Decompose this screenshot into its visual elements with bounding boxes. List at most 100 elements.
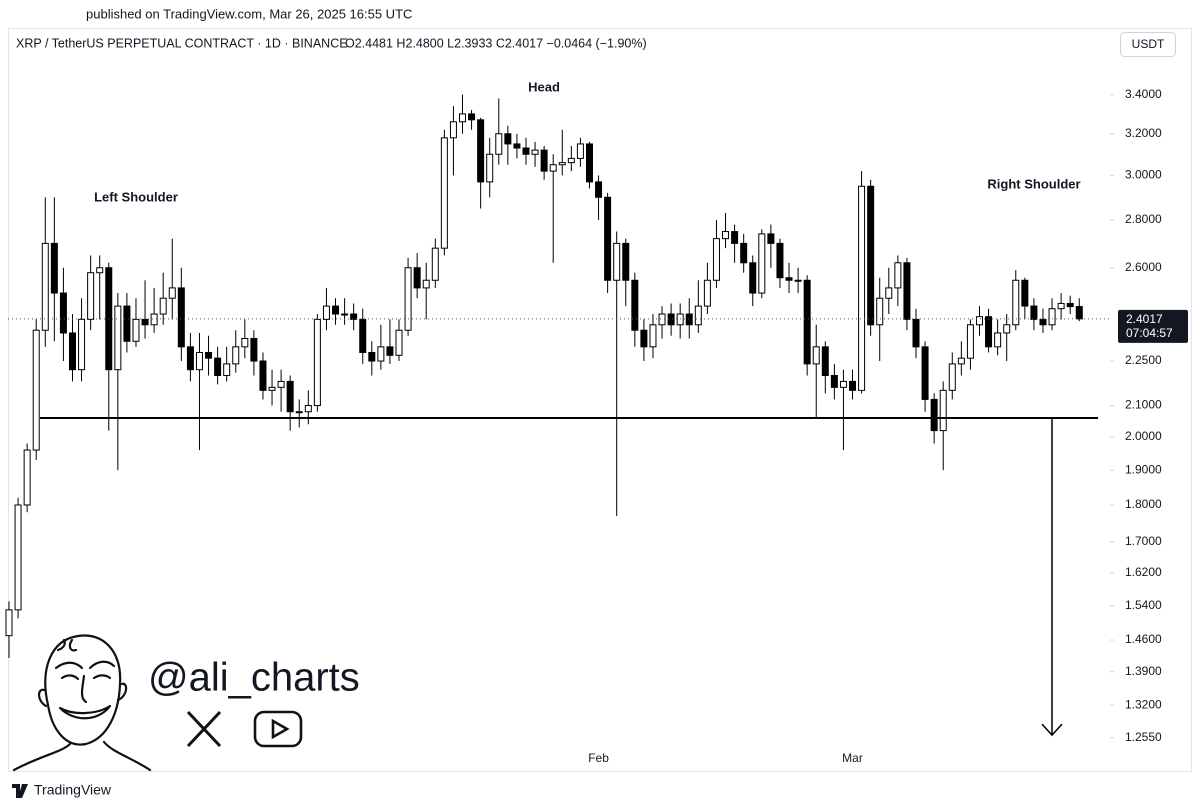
candle-body [277,380,285,388]
pattern-annotation: Left Shoulder [94,189,178,204]
candle-body [667,313,675,326]
x-tick-label: Feb [588,751,609,765]
candle-body [232,346,240,365]
candle-body [477,119,485,183]
candle-body [23,449,31,506]
candle-body [422,279,430,289]
candle-body [948,363,956,391]
candle-body [957,357,965,365]
x-icon[interactable] [186,710,222,748]
candle-body [939,389,947,432]
y-tick-label: 1.6200 [1125,565,1162,579]
chart-pane [8,28,1192,772]
candle-body [250,337,258,362]
candle-body [304,405,312,413]
candle-body [585,143,593,183]
candle-body [59,292,67,334]
candle-body [930,398,938,432]
candle-body [459,113,466,123]
candle-body [830,375,838,388]
candle-body [985,316,993,348]
candle-body [50,242,58,294]
y-tick-label: 2.8000 [1125,212,1162,226]
y-tick-label: 1.3900 [1125,664,1162,678]
candle-body [613,242,621,281]
candle-body [14,504,22,611]
candle-body [858,185,866,391]
candle-body [141,318,149,326]
candle-body [295,411,303,414]
candle-body [885,287,893,299]
candle-body [975,316,983,326]
avatar [12,634,152,772]
candle-body [812,346,820,365]
y-tick-label: 2.1000 [1125,398,1162,412]
y-tick-label: 3.4000 [1125,87,1162,101]
candle-body [912,318,920,348]
candle-body [214,357,222,377]
candle-body [205,351,213,359]
ohlc-legend: O2.4481 H2.4800 L2.3933 C2.4017 −0.0464 … [345,36,647,50]
currency-box[interactable] [1120,32,1176,57]
candle-body [731,231,739,244]
candle-body [876,297,884,326]
candle-body [468,113,476,121]
footer-text: TradingView [34,782,112,798]
candle-body [5,609,13,637]
candle-body [595,181,603,198]
candle-body [223,363,231,377]
candle-body [966,324,974,359]
candle-body [486,153,494,183]
candle-body [341,313,349,316]
candle-body [168,287,176,299]
pattern-annotation: Head [528,79,560,94]
last-price-box [1118,309,1188,343]
candle-body [495,133,503,155]
footer: TradingView [12,782,112,798]
candle-body [159,297,167,315]
candle-body [78,318,86,371]
video-icon[interactable] [253,710,303,748]
watermark: @ali_charts [148,656,360,700]
candle-body [350,313,358,320]
candle-body [776,242,784,279]
candle-body [821,346,829,377]
candle-body [921,346,929,400]
candle-body [41,242,49,331]
candle-body [767,233,775,244]
y-tick-label: 1.9000 [1125,462,1162,476]
candle-body [576,143,584,159]
x-tick-label: Mar [842,751,863,765]
currency[interactable]: USDT [1132,37,1165,51]
candle-body [431,247,439,281]
candle-body [332,305,340,315]
candle-body [640,329,648,348]
candle-body [749,262,757,294]
candle-body [558,162,566,166]
candle-body [1048,308,1056,326]
candle-body [195,351,203,371]
candle-body [694,305,702,326]
candle-body [712,238,720,281]
candle-body [1075,306,1083,320]
candle-body [132,318,140,342]
candle-body [386,346,394,356]
candle-body [377,346,385,362]
target-arrowhead [1041,723,1063,737]
candle-body [994,332,1002,348]
candle-body [849,380,857,391]
candle-body [803,279,811,365]
candle-body [440,137,448,249]
candle-body [622,242,630,281]
candle-body [685,313,693,326]
candle-body [1003,324,1011,334]
candle-body [867,185,875,326]
candle-body [1021,279,1029,307]
candle-body [1039,318,1047,326]
candle-body [522,147,530,155]
candle-body [404,267,412,331]
y-tick-label: 2.2500 [1125,353,1162,367]
y-tick-label: 1.8000 [1125,497,1162,511]
candle-body [359,318,367,353]
